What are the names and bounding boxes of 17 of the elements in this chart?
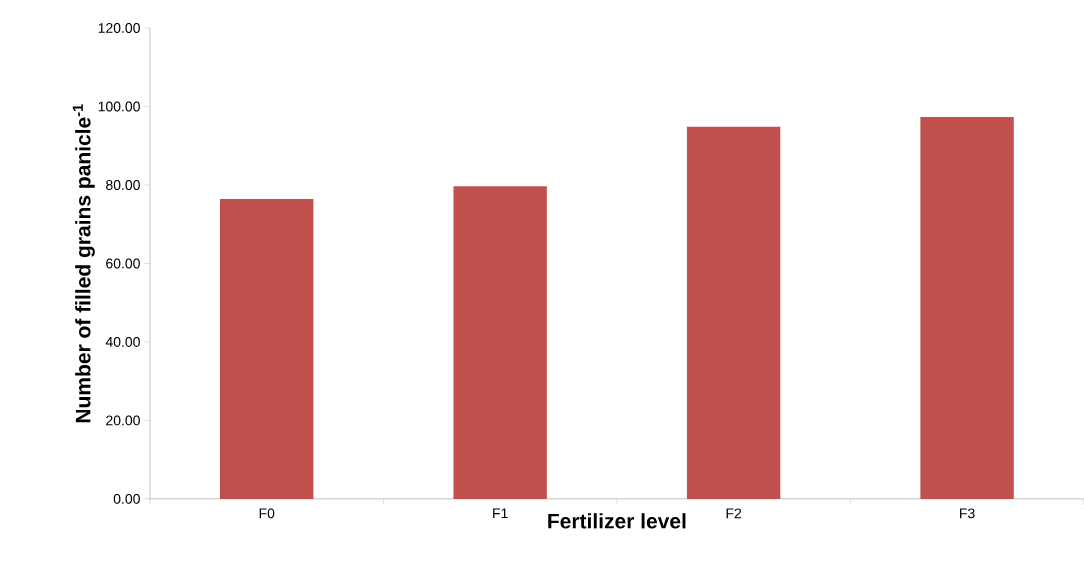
y-tick-label: 40.00 [105,337,140,347]
y-tick-label: 0.00 [113,493,140,504]
bar [220,199,314,499]
x-axis-title: Fertilizer level [548,513,686,529]
y-tick-label: 60.00 [106,258,140,269]
bar [686,126,781,499]
y-axis-title: Number of filled grains panicle$^{-1}$ [72,104,95,423]
x-tick-label: F1 [493,508,508,519]
y-tick-label: 20.00 [106,415,140,426]
bar [453,186,547,499]
x-tick-label: F3 [960,508,975,519]
y-tick-label: 80.00 [106,180,140,190]
y-tick-label: 120.00 [98,23,140,33]
bar [920,117,1014,499]
x-tick-label: F0 [259,508,275,519]
y-tick-label: 100.00 [98,101,140,112]
x-tick-label: F2 [726,508,742,519]
